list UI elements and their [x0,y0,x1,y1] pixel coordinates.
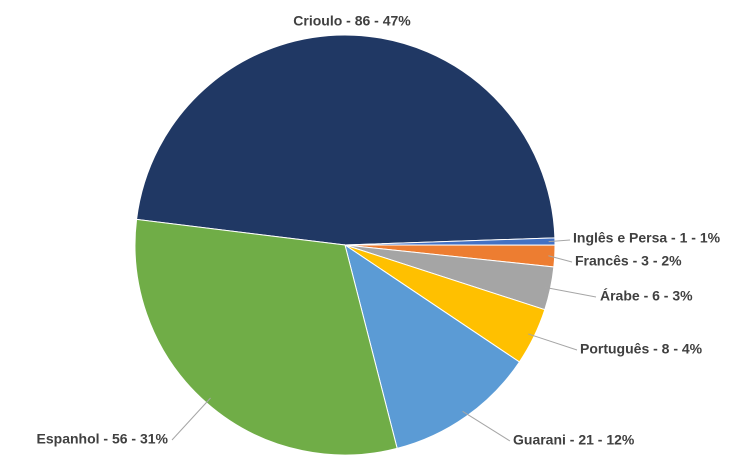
data-label: Espanhol - 56 - 31% [37,431,169,447]
data-label: Inglês e Persa - 1 - 1% [573,230,721,246]
leader-line [528,333,578,351]
leader-line [548,239,571,243]
leader-line [171,397,211,441]
data-label: Guarani - 21 - 12% [513,432,635,448]
data-label: Francês - 3 - 2% [575,253,682,269]
pie-slice [136,34,556,246]
leader-line [548,255,573,263]
data-label: Português - 8 - 4% [580,341,703,357]
leader-line [462,410,511,442]
data-label: Árabe - 6 - 3% [600,288,693,304]
pie-slice [344,243,521,450]
leader-line [544,286,597,298]
data-label: Crioulo - 86 - 47% [293,13,411,29]
